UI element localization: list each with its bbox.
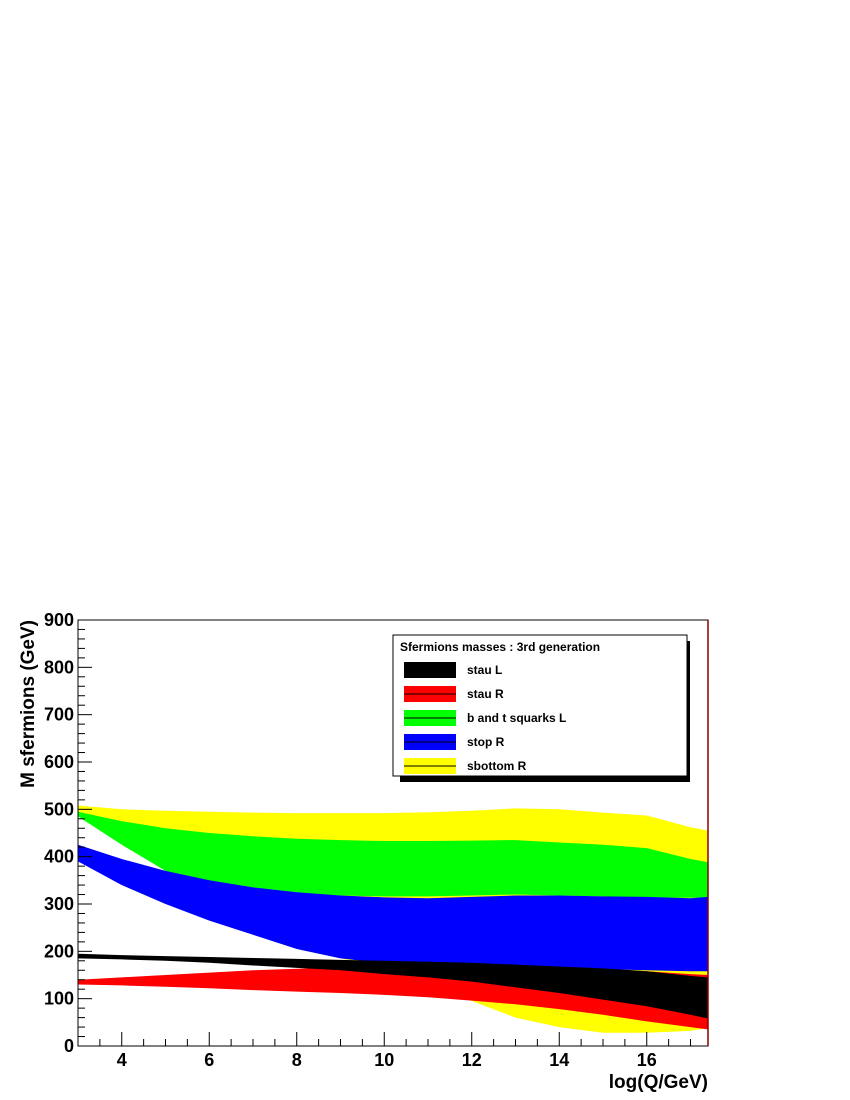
legend-label: b and t squarks L: [467, 711, 566, 725]
y-tick-label: 300: [44, 894, 74, 914]
y-tick-label: 800: [44, 657, 74, 677]
x-tick-label: 8: [292, 1050, 302, 1070]
x-tick-label: 16: [637, 1050, 657, 1070]
legend-swatch: [404, 662, 456, 678]
x-tick-label: 10: [374, 1050, 394, 1070]
legend-label: stau L: [467, 663, 502, 677]
x-tick-label: 6: [204, 1050, 214, 1070]
x-tick-label: 14: [549, 1050, 569, 1070]
y-axis-ticks: 0 100 200 300 400 500 600 700 800 900: [44, 610, 92, 1056]
x-tick-label: 4: [117, 1050, 127, 1070]
legend-item-stau-l: stau L: [404, 662, 502, 678]
legend-label: stau R: [467, 687, 504, 701]
band-b-and-t-squarks-l: [78, 811, 708, 898]
y-axis-title: M sfermions (GeV): [18, 620, 39, 788]
legend-label: sbottom R: [467, 759, 527, 773]
x-axis-title: log(Q/GeV): [609, 1072, 708, 1093]
mass-bands: [78, 805, 708, 1033]
legend-item-b-and-t-squarks-l: b and t squarks L: [404, 710, 566, 726]
y-tick-label: 600: [44, 752, 74, 772]
legend-item-sbottom-r: sbottom R: [404, 758, 527, 774]
x-axis-ticks: 4 6 8 10 12 14 16: [77, 1032, 691, 1070]
y-tick-label: 400: [44, 847, 74, 867]
band-stau-l: [78, 953, 708, 1019]
legend-title: Sfermions masses : 3rd generation: [400, 640, 600, 654]
legend-label: stop R: [467, 735, 505, 749]
legend-item-stop-r: stop R: [404, 734, 505, 750]
y-tick-label: 700: [44, 705, 74, 725]
legend-item-stau-r: stau R: [404, 686, 504, 702]
y-tick-label: 100: [44, 989, 74, 1009]
y-tick-label: 0: [64, 1036, 74, 1056]
legend-box: [392, 634, 688, 777]
legend: Sfermions masses : 3rd generation stau L…: [392, 634, 690, 782]
legend-items: stau L stau R b and t squarks L stop R sbott…: [404, 662, 566, 774]
y-tick-label: 500: [44, 799, 74, 819]
y-tick-label: 200: [44, 941, 74, 961]
x-tick-label: 12: [462, 1050, 482, 1070]
y-tick-label: 900: [44, 610, 74, 630]
band-stop-r: [78, 844, 708, 972]
